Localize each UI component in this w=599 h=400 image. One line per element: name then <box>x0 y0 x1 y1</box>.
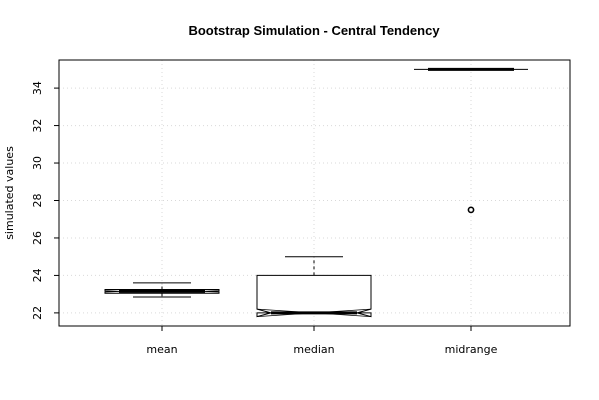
grid-layer <box>59 60 570 326</box>
chart-title: Bootstrap Simulation - Central Tendency <box>188 23 440 38</box>
boxes-layer <box>104 67 528 318</box>
y-tick-label: 26 <box>31 231 44 245</box>
y-tick-label: 30 <box>31 156 44 170</box>
plot-frame <box>58 59 571 327</box>
x-tick-label-mean: mean <box>146 343 177 356</box>
y-axis-label: simulated values <box>3 146 16 240</box>
x-tick-label-midrange: midrange <box>445 343 498 356</box>
y-tick-label: 32 <box>31 119 44 133</box>
box-midrange <box>414 67 528 214</box>
x-tick-label-median: median <box>293 343 334 356</box>
outlier-point <box>467 206 475 214</box>
box-mean <box>104 282 220 298</box>
box-median <box>256 256 372 318</box>
y-tick-label: 22 <box>31 306 44 320</box>
y-tick-label: 28 <box>31 193 44 207</box>
y-tick-label: 34 <box>31 81 44 95</box>
y-tick-label: 24 <box>31 268 44 282</box>
axes-layer: 22 24 26 28 30 32 34 mean median midrange <box>31 81 498 356</box>
box-body <box>256 274 372 318</box>
